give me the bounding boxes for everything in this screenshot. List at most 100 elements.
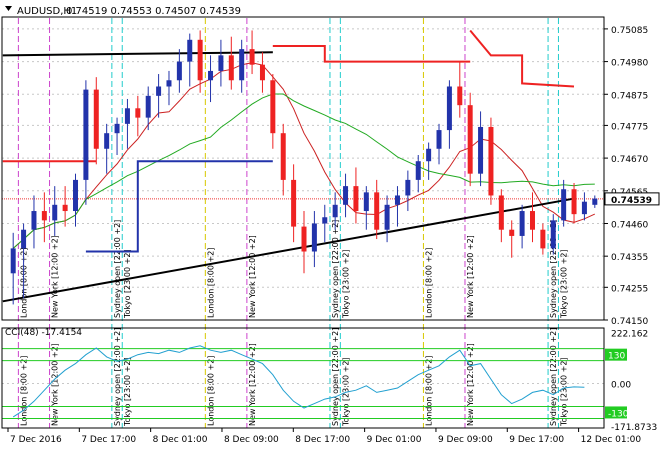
candle-body [446, 86, 452, 131]
cci-indicator: 222.162 0.00 -171.8733 130 -130 [2, 329, 657, 433]
candle-body [93, 89, 99, 149]
candle-body [197, 39, 203, 81]
candle-body [31, 211, 37, 230]
candle-body [332, 204, 338, 218]
ohlc-readout: 0.74519 0.74553 0.74507 0.74539 [66, 6, 241, 17]
session-label: Tokyo [23:00 +2] [559, 357, 568, 427]
cci-pane-frame [1, 327, 605, 429]
session-label: London [8:00 +2] [424, 356, 433, 426]
y-tick-label: 0.74775 [611, 122, 648, 132]
candle-body [218, 55, 224, 71]
x-tick-label: 7 Dec 2016 [10, 435, 62, 445]
session-label: New York [12:00 +2] [248, 235, 257, 318]
cci-top-label: 222.162 [611, 329, 648, 339]
candle-body [52, 204, 58, 221]
candle-body [176, 61, 182, 81]
x-tick-label: 9 Dec 17:00 [509, 435, 564, 445]
x-tick-label: 8 Dec 09:00 [224, 435, 279, 445]
candle-body [280, 133, 286, 180]
cci-level-badge [605, 348, 627, 361]
x-tick-label: 9 Dec 09:00 [438, 435, 493, 445]
candle-body [135, 108, 141, 118]
candle-body [540, 229, 546, 249]
candle-body [353, 186, 359, 212]
session-label: Sydney open [22:00 +2] [549, 220, 558, 318]
y-tick-label: 0.74150 [611, 317, 648, 327]
triangle-down-icon[interactable] [5, 6, 12, 11]
y-tick-label: 0.74355 [611, 253, 648, 263]
support-trend-line [2, 197, 575, 303]
candle-body [228, 55, 234, 81]
ma-fast-line [12, 62, 596, 249]
candle-body [270, 80, 276, 134]
session-label: Sydney open [22:00 +2] [113, 220, 122, 318]
candle-body [529, 211, 535, 230]
candle-body [124, 108, 130, 124]
candle-body [561, 189, 567, 221]
session-label: Sydney open [22:00 +2] [331, 328, 340, 426]
cci-line [12, 345, 585, 418]
session-label: New York [12:00 +2] [51, 235, 60, 318]
candle-body [208, 70, 214, 81]
x-tick-label: 9 Dec 01:00 [367, 435, 422, 445]
cci-bottom-label: -171.8733 [611, 423, 657, 433]
candle-body [488, 126, 494, 196]
candle-body [156, 86, 162, 96]
candle-body [384, 204, 390, 230]
candle-body [311, 223, 317, 252]
candle-body [394, 195, 400, 205]
y-tick-label: 0.74980 [611, 59, 648, 69]
candle-body [21, 229, 27, 249]
session-label: London [8:00 +2] [424, 248, 433, 318]
resistance-line [2, 51, 273, 57]
candle-body [187, 39, 193, 62]
candle-body [301, 226, 307, 252]
candle-body [498, 195, 504, 230]
candle-body [41, 211, 47, 221]
candle-body [581, 201, 587, 215]
candle-body [249, 49, 255, 65]
y-tick-label: 0.74460 [611, 220, 648, 230]
session-label: Sydney open [22:00 +2] [549, 328, 558, 426]
y-tick-label: 0.74255 [611, 284, 648, 294]
candle-body [62, 204, 68, 212]
candle-body [592, 198, 598, 205]
candle-body [73, 179, 79, 212]
candle-body [291, 179, 297, 227]
candle-body [10, 248, 16, 274]
x-tick-label: 8 Dec 01:00 [153, 435, 208, 445]
candle-body [343, 186, 349, 205]
session-label: London [8:00 +2] [206, 248, 215, 318]
current-price-label: 0.74539 [611, 196, 652, 206]
candle-body [478, 126, 484, 174]
candles [10, 30, 598, 305]
session-label: London [8:00 +2] [19, 356, 28, 426]
symbol-label: AUDUSD,H1 [17, 6, 77, 17]
candle-body [239, 49, 245, 81]
candle-body [415, 161, 421, 180]
candle-body [166, 80, 172, 87]
cci-level-badge [605, 406, 627, 419]
candle-body [83, 89, 89, 180]
price-pane-frame [1, 16, 605, 321]
session-label: New York [12:00 +2] [51, 343, 60, 426]
x-tick-label: 8 Dec 17:00 [295, 435, 350, 445]
session-high-line [469, 29, 575, 88]
cci-level-label: 130 [608, 352, 625, 362]
session-label: Sydney open [22:00 +2] [113, 328, 122, 426]
session-label: Tokyo [23:00 +2] [123, 249, 132, 319]
y-tick-label: 0.74875 [611, 91, 648, 101]
candle-body [259, 64, 265, 81]
candle-body [426, 148, 432, 162]
y-tick-label: 0.75085 [611, 26, 648, 36]
indicator-lines [2, 29, 604, 303]
cci-level-label: -130 [608, 409, 629, 419]
current-price-box [604, 192, 660, 206]
axes: 0.75085 0.74980 0.74875 0.74775 0.74670 0.745… [1, 16, 660, 445]
candle-body [322, 217, 328, 224]
session-label: New York [12:00 +2] [466, 343, 475, 426]
candle-body [519, 211, 525, 236]
ma-slow-line [12, 93, 595, 249]
